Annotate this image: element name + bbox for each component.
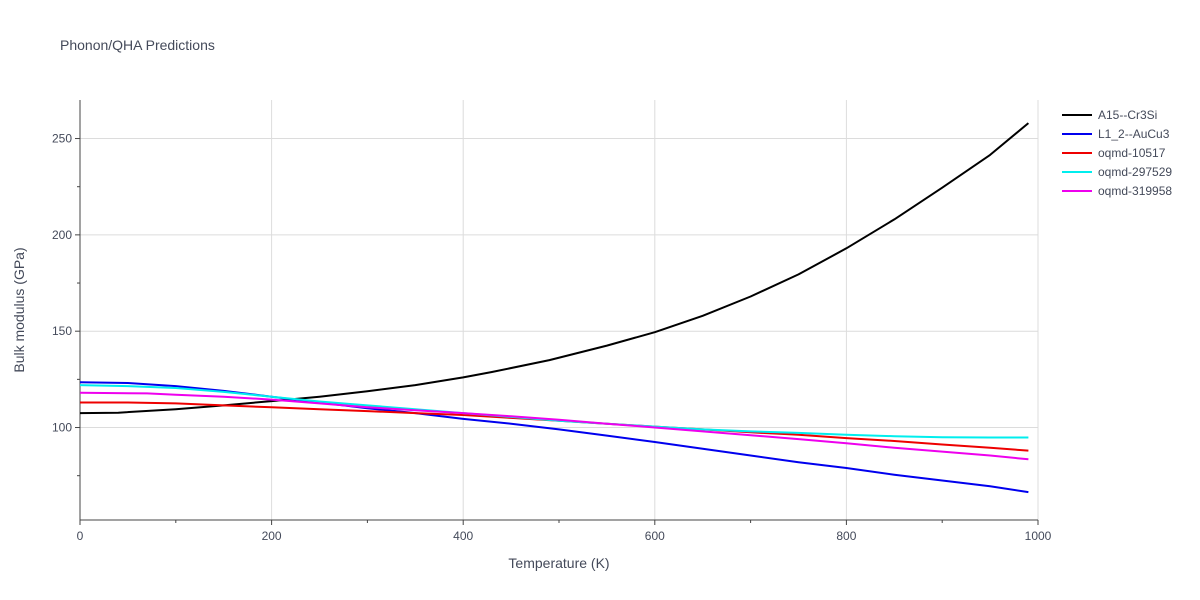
y-tick-label: 200 <box>52 228 72 242</box>
x-tick-label: 600 <box>645 529 665 543</box>
series-line-L1_2--AuCu3 <box>79 381 1029 494</box>
series-line-oqmd-10517 <box>80 401 1029 452</box>
legend-item-A15--Cr3Si[interactable]: A15--Cr3Si <box>1062 108 1157 122</box>
x-tick-label: 1000 <box>1025 529 1052 543</box>
y-axis-title: Bulk modulus (GPa) <box>11 247 27 372</box>
y-tick-label: 150 <box>52 324 72 338</box>
y-tick-label: 250 <box>52 132 72 146</box>
legend-label: oqmd-297529 <box>1098 165 1172 179</box>
legend-label: A15--Cr3Si <box>1098 108 1157 122</box>
legend-item-oqmd-10517[interactable]: oqmd-10517 <box>1062 146 1166 160</box>
axes: 0 200 400 600 800 1000 100 150 200 250 <box>52 100 1052 543</box>
x-tick-label: 0 <box>77 529 84 543</box>
y-tick-label: 100 <box>52 421 72 435</box>
series-line-A15--Cr3Si <box>79 122 1030 415</box>
legend-label: oqmd-10517 <box>1098 146 1166 160</box>
x-tick-label: 200 <box>262 529 282 543</box>
x-tick-label: 400 <box>453 529 473 543</box>
series-lines <box>79 122 1030 494</box>
legend-item-L1_2--AuCu3[interactable]: L1_2--AuCu3 <box>1062 127 1170 141</box>
x-tick-label: 800 <box>836 529 856 543</box>
chart-title: Phonon/QHA Predictions <box>60 37 215 53</box>
grid <box>80 100 1039 520</box>
legend-label: L1_2--AuCu3 <box>1098 127 1170 141</box>
legend-label: oqmd-319958 <box>1098 184 1172 198</box>
legend-item-oqmd-297529[interactable]: oqmd-297529 <box>1062 165 1172 179</box>
series-line-oqmd-319958 <box>79 391 1029 461</box>
legend-item-oqmd-319958[interactable]: oqmd-319958 <box>1062 184 1172 198</box>
x-axis-title: Temperature (K) <box>508 555 609 571</box>
legend[interactable]: A15--Cr3Si L1_2--AuCu3 oqmd-10517 oqmd-2975… <box>1062 108 1172 198</box>
